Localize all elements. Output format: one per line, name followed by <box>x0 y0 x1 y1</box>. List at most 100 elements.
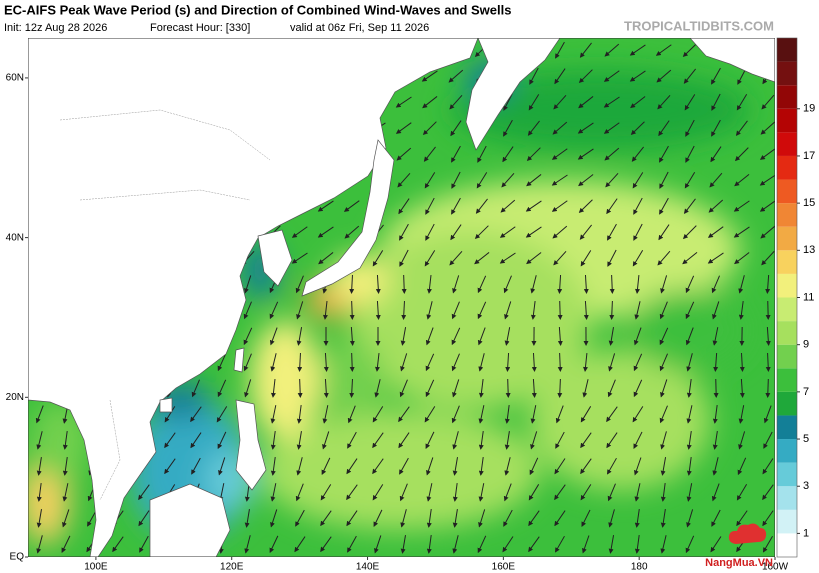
arrow <box>605 172 619 188</box>
arrow <box>707 252 724 264</box>
arrow <box>629 70 646 82</box>
lat-label: 40N <box>6 232 24 243</box>
arrow <box>503 275 512 294</box>
arrow <box>217 379 227 398</box>
arrow <box>424 406 436 423</box>
arrow <box>607 223 617 241</box>
arrow <box>502 536 514 553</box>
arrow <box>582 535 590 554</box>
arrow <box>344 225 360 239</box>
arrow <box>320 510 332 527</box>
arrow <box>634 535 640 554</box>
arrow <box>580 250 592 267</box>
arrow <box>762 510 774 527</box>
arrow <box>606 198 618 215</box>
arrow <box>502 146 514 163</box>
arrow <box>452 457 458 476</box>
arrow <box>297 378 303 398</box>
arrow <box>712 405 718 424</box>
arrow <box>296 301 304 320</box>
arrow <box>684 172 696 189</box>
arrow <box>685 145 695 163</box>
arrow <box>555 535 565 553</box>
arrow <box>373 509 383 528</box>
arrow <box>349 274 355 294</box>
arrow <box>270 509 278 528</box>
colorbar-label: 7 <box>803 386 809 398</box>
arrow <box>660 483 666 502</box>
arrow <box>557 300 563 320</box>
logo: NangMua.VN <box>705 523 773 569</box>
arrow <box>557 352 563 372</box>
colorbar-segment <box>777 439 797 463</box>
arrow <box>552 121 568 135</box>
colorbar-label: 1 <box>803 527 809 539</box>
colorbar-label: 19 <box>803 103 815 115</box>
arrow <box>216 406 228 423</box>
arrow <box>400 509 407 528</box>
arrow <box>578 69 593 84</box>
arrow <box>349 352 355 372</box>
arrow <box>579 224 592 240</box>
arrow <box>269 535 279 554</box>
arrow <box>243 301 252 320</box>
arrow <box>634 301 641 320</box>
valid-time: valid at 06z Fri, Sep 11 2026 <box>290 22 429 34</box>
colorbar-segment <box>777 533 797 557</box>
lon-label: 160E <box>492 562 516 573</box>
arrow <box>736 510 748 527</box>
arrow <box>738 405 745 424</box>
arrow <box>349 378 355 398</box>
arrow <box>712 431 718 450</box>
arrow <box>551 174 568 186</box>
arrow <box>659 405 668 424</box>
arrow <box>658 224 670 241</box>
arrow <box>452 379 460 398</box>
arrow <box>685 327 694 346</box>
init-time: Init: 12z Aug 28 2026 <box>4 22 107 34</box>
arrow <box>477 535 487 554</box>
arrow <box>762 458 774 475</box>
arrow <box>424 172 436 189</box>
arrow <box>686 457 692 476</box>
title: EC-AIFS Peak Wave Period (s) and Directi… <box>4 2 511 17</box>
arrow <box>270 431 276 450</box>
arrow <box>320 484 332 501</box>
arrow <box>217 431 227 450</box>
arrow <box>686 379 692 398</box>
arrow <box>762 484 774 501</box>
arrow <box>683 68 696 84</box>
arrow <box>708 199 724 213</box>
arrow <box>580 406 592 423</box>
arrow <box>295 275 304 294</box>
arrow <box>478 379 484 398</box>
arrow <box>451 353 460 372</box>
arrow <box>504 327 511 346</box>
arrow <box>322 405 329 424</box>
arrow <box>531 352 537 372</box>
arrow <box>318 252 334 265</box>
arrow <box>452 483 458 502</box>
arrow <box>270 379 276 398</box>
arrow <box>505 378 511 398</box>
arrow <box>633 431 643 449</box>
arrow <box>604 147 620 161</box>
arrow <box>633 327 642 346</box>
arrow <box>478 483 485 502</box>
borders <box>59 109 271 501</box>
arrow <box>765 378 771 398</box>
arrow <box>451 405 460 424</box>
arrow <box>629 44 646 56</box>
arrow <box>191 379 200 398</box>
arrow <box>478 353 485 372</box>
arrow <box>686 509 694 528</box>
arrow <box>372 406 384 423</box>
arrow <box>528 484 540 501</box>
colorbar-segment <box>777 38 797 62</box>
arrow <box>448 69 464 83</box>
arrow <box>577 148 594 160</box>
arrow <box>218 457 226 476</box>
arrow <box>711 509 721 527</box>
arrow <box>552 225 568 239</box>
arrow <box>603 70 620 82</box>
